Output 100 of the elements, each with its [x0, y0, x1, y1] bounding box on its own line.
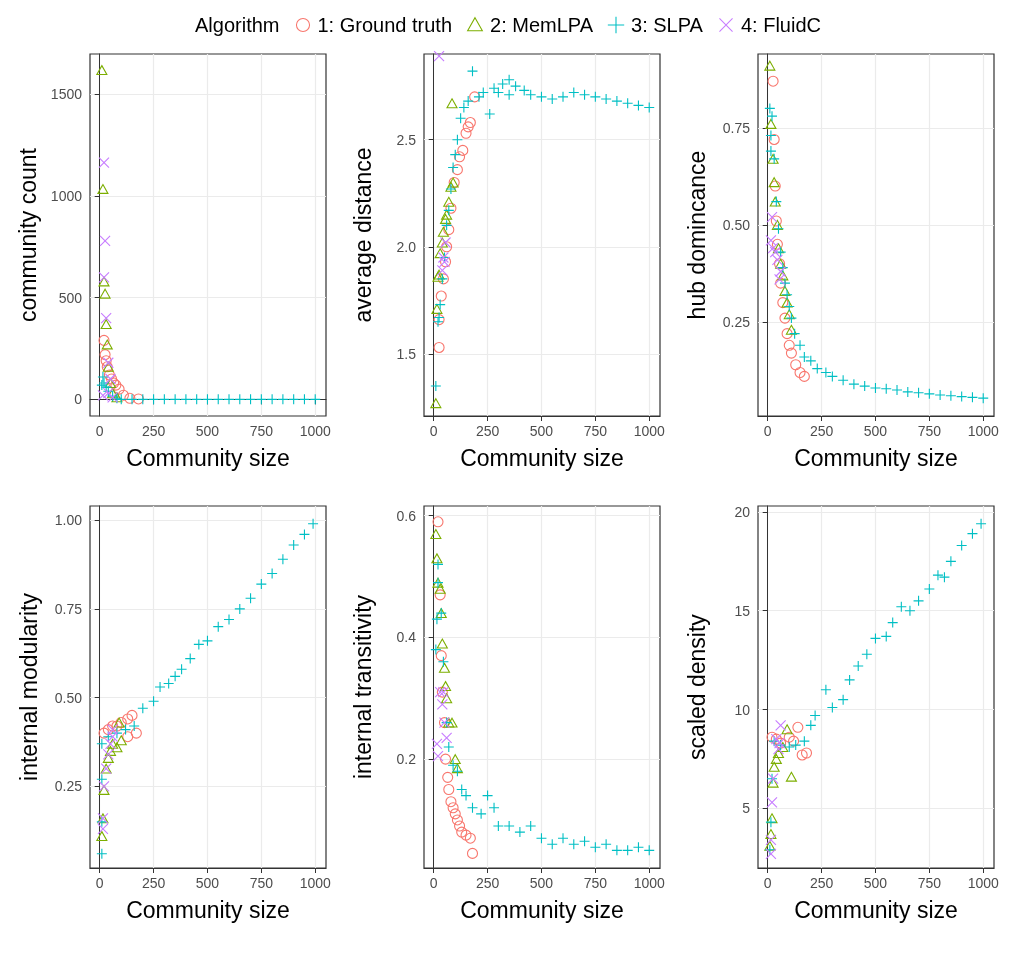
x-tick-label: 750: [583, 423, 608, 439]
point: [783, 741, 795, 753]
point: [98, 727, 110, 739]
point: [441, 219, 453, 231]
point: [765, 829, 777, 840]
point: [779, 277, 791, 289]
point: [223, 393, 235, 405]
x-tick-label: 0: [763, 875, 772, 891]
point: [772, 748, 785, 758]
point: [434, 299, 446, 311]
y-tick-label: 5: [742, 800, 751, 817]
y-tick-label: 2.5: [396, 131, 417, 148]
point: [535, 91, 548, 103]
point: [798, 370, 810, 382]
point: [820, 684, 832, 696]
point: [781, 297, 793, 308]
point: [579, 89, 591, 101]
point: [122, 713, 134, 725]
point: [100, 381, 112, 393]
y-tick-label: 0: [74, 391, 83, 408]
point: [103, 369, 115, 381]
point: [611, 844, 623, 856]
x-tick-label: 1000: [633, 875, 665, 891]
point: [535, 832, 548, 844]
point: [887, 617, 899, 629]
point: [255, 393, 267, 405]
x-axis-title: Community size: [126, 896, 290, 923]
point: [234, 393, 246, 405]
point: [568, 87, 580, 99]
y-tick-label: 0.2: [396, 751, 417, 768]
point: [800, 747, 813, 759]
point: [111, 742, 123, 753]
point: [115, 393, 127, 405]
point: [137, 393, 149, 405]
point: [98, 334, 110, 346]
point: [902, 386, 914, 398]
y-tick-label: 0.6: [396, 507, 417, 524]
y-tick-label: 2.0: [396, 238, 417, 255]
x-axis-title: Community size: [126, 444, 290, 471]
point: [904, 605, 916, 617]
point: [913, 387, 925, 399]
point: [169, 393, 181, 405]
point: [766, 796, 778, 808]
point: [794, 339, 806, 351]
point: [433, 341, 445, 353]
point: [790, 739, 802, 751]
point: [492, 820, 504, 832]
point: [432, 750, 444, 762]
point: [99, 235, 111, 247]
point: [781, 328, 793, 340]
y-tick-label: 10: [734, 701, 751, 718]
x-axis-title: Community size: [794, 444, 958, 471]
point: [433, 50, 445, 62]
point: [193, 638, 205, 650]
point: [96, 816, 108, 828]
point: [445, 796, 457, 808]
point: [764, 60, 776, 71]
y-tick-label: 0.75: [722, 119, 751, 136]
x-tick-label: 1000: [967, 875, 999, 891]
point: [775, 719, 787, 731]
point: [977, 392, 989, 404]
point: [277, 393, 289, 405]
point: [126, 709, 138, 721]
point: [772, 743, 785, 755]
point: [169, 670, 181, 682]
point: [600, 838, 612, 850]
point: [923, 583, 935, 595]
point: [777, 262, 789, 274]
point: [811, 363, 823, 375]
point: [176, 663, 188, 675]
point: [447, 802, 459, 814]
x-tick-label: 750: [249, 875, 274, 891]
point: [464, 832, 476, 844]
point: [449, 808, 461, 820]
point: [431, 303, 443, 314]
y-axis-title: internal modularity: [15, 592, 42, 781]
point: [774, 273, 786, 285]
x-tick-label: 250: [809, 423, 834, 439]
point: [462, 95, 474, 107]
point: [643, 844, 655, 856]
point: [765, 145, 777, 157]
point: [794, 366, 806, 379]
point: [98, 271, 110, 283]
point: [430, 380, 442, 392]
point: [451, 134, 463, 146]
point: [785, 771, 797, 782]
point: [101, 339, 113, 350]
point: [441, 209, 453, 220]
point: [111, 727, 123, 739]
point: [307, 518, 319, 530]
point: [441, 732, 453, 744]
point: [245, 592, 257, 604]
x-tick-label: 250: [809, 875, 834, 891]
point: [455, 112, 467, 124]
point: [775, 265, 787, 278]
y-tick-label: 1.00: [54, 512, 83, 529]
point: [783, 309, 795, 320]
y-tick-label: 20: [734, 503, 751, 520]
point: [632, 841, 644, 853]
point: [790, 359, 802, 371]
